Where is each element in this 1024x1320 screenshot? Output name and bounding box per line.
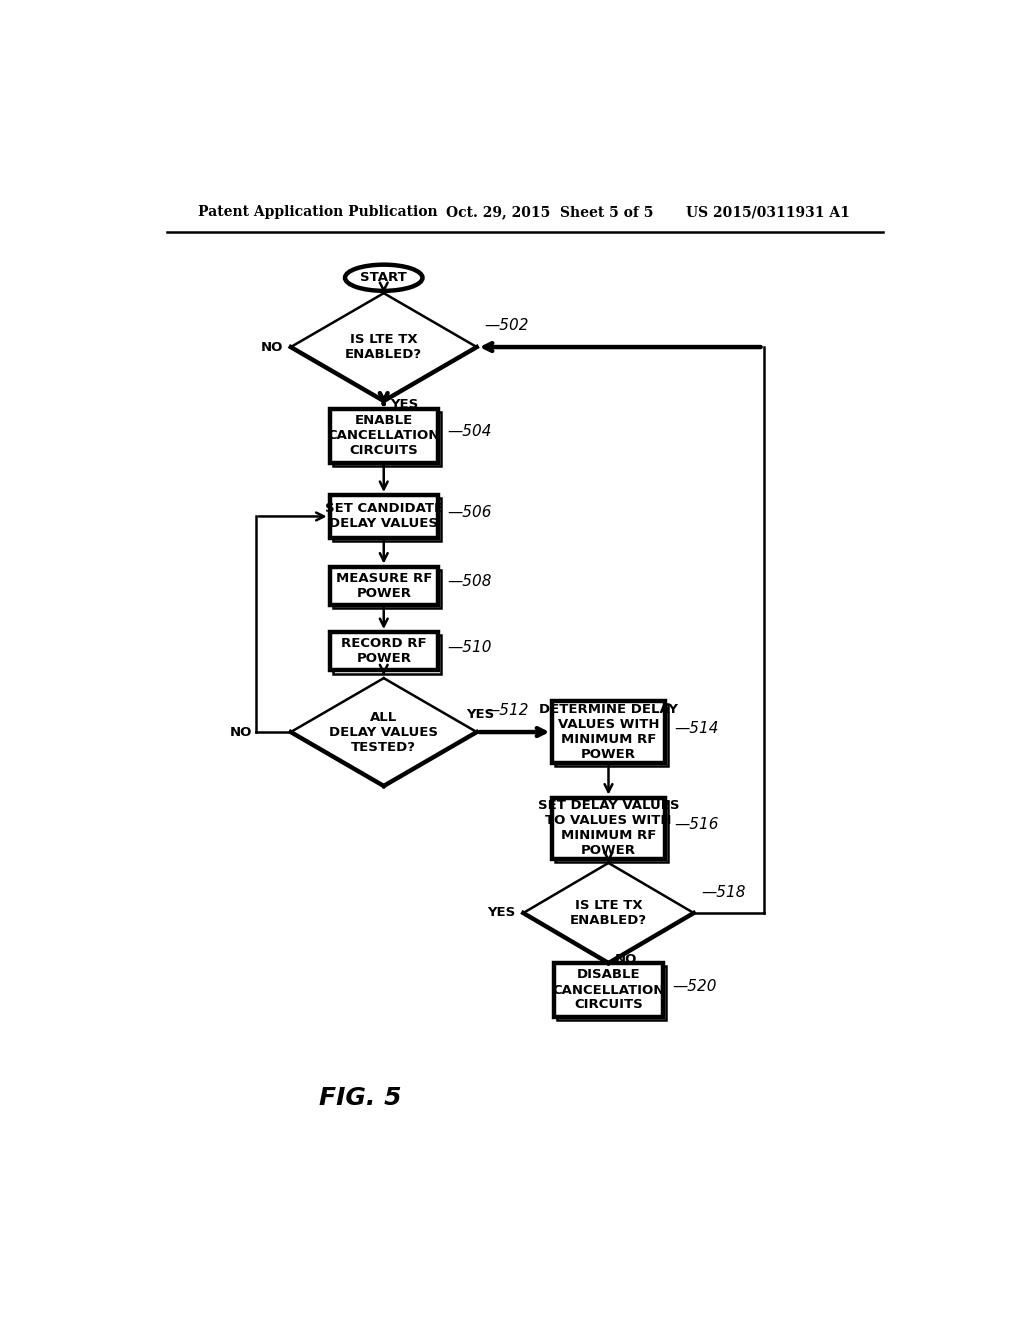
Text: ALL
DELAY VALUES
TESTED?: ALL DELAY VALUES TESTED? <box>330 710 438 754</box>
FancyBboxPatch shape <box>552 701 665 763</box>
Text: DETERMINE DELAY
VALUES WITH
MINIMUM RF
POWER: DETERMINE DELAY VALUES WITH MINIMUM RF P… <box>539 704 678 762</box>
Ellipse shape <box>345 264 423 290</box>
Text: SET CANDIDATE
DELAY VALUES: SET CANDIDATE DELAY VALUES <box>325 503 442 531</box>
FancyBboxPatch shape <box>554 964 663 1016</box>
Text: US 2015/0311931 A1: US 2015/0311931 A1 <box>686 206 850 219</box>
Text: NO: NO <box>229 726 252 739</box>
Text: —508: —508 <box>447 574 492 590</box>
FancyBboxPatch shape <box>330 409 438 462</box>
Text: DISABLE
CANCELLATION
CIRCUITS: DISABLE CANCELLATION CIRCUITS <box>552 969 665 1011</box>
Text: —512: —512 <box>484 704 529 718</box>
FancyBboxPatch shape <box>552 797 665 859</box>
Polygon shape <box>291 293 477 401</box>
Text: NO: NO <box>261 341 283 354</box>
Text: FIG. 5: FIG. 5 <box>319 1086 401 1110</box>
Text: RECORD RF
POWER: RECORD RF POWER <box>341 638 427 665</box>
Polygon shape <box>291 678 477 785</box>
Text: IS LTE TX
ENABLED?: IS LTE TX ENABLED? <box>345 333 422 362</box>
FancyBboxPatch shape <box>330 495 438 537</box>
FancyBboxPatch shape <box>330 632 438 671</box>
Text: —504: —504 <box>447 424 492 440</box>
Text: —510: —510 <box>447 640 492 655</box>
Text: SET DELAY VALUES
TO VALUES WITH
MINIMUM RF
POWER: SET DELAY VALUES TO VALUES WITH MINIMUM … <box>538 800 679 857</box>
Text: YES: YES <box>487 907 515 920</box>
Text: ENABLE
CANCELLATION
CIRCUITS: ENABLE CANCELLATION CIRCUITS <box>328 414 440 457</box>
Text: —506: —506 <box>447 506 492 520</box>
Text: —514: —514 <box>674 721 719 735</box>
Text: YES: YES <box>467 708 495 721</box>
Text: IS LTE TX
ENABLED?: IS LTE TX ENABLED? <box>570 899 647 927</box>
Text: —516: —516 <box>674 817 719 832</box>
Text: —502: —502 <box>484 318 529 333</box>
Text: Oct. 29, 2015  Sheet 5 of 5: Oct. 29, 2015 Sheet 5 of 5 <box>445 206 653 219</box>
Text: Patent Application Publication: Patent Application Publication <box>198 206 437 219</box>
Text: START: START <box>360 271 408 284</box>
Polygon shape <box>523 863 693 964</box>
Text: —518: —518 <box>701 886 746 900</box>
Text: —520: —520 <box>672 978 717 994</box>
Text: NO: NO <box>614 953 637 966</box>
FancyBboxPatch shape <box>330 566 438 605</box>
Text: MEASURE RF
POWER: MEASURE RF POWER <box>336 572 432 599</box>
Text: YES: YES <box>390 399 418 412</box>
